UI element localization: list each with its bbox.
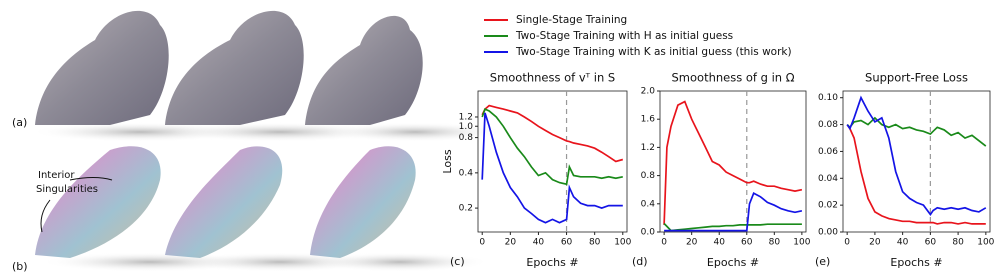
x-tick-label: 0: [479, 238, 485, 248]
y-tick-label: 1.2: [459, 112, 473, 122]
series-line: [846, 95, 987, 216]
x-tick-label: 100: [793, 238, 810, 248]
y-tick-label: 0.10: [818, 93, 838, 103]
y-tick-label: 0.08: [818, 120, 838, 130]
legend-label: Two-Stage Training with H as initial gue…: [515, 30, 733, 42]
x-axis-label: Epochs #: [890, 256, 942, 269]
y-tick-label: 1.0: [459, 122, 474, 132]
x-tick-label: 80: [952, 238, 964, 248]
series-line: [846, 116, 987, 147]
x-tick-label: 60: [561, 238, 573, 248]
legend-label: Two-Stage Training with K as initial gue…: [515, 46, 792, 58]
series-line: [846, 124, 986, 225]
y-tick-label: 1.6: [641, 115, 656, 125]
annotation: Interior: [38, 170, 75, 181]
plot-frame: [842, 90, 991, 233]
chart-title: Smoothness of vᵀ in S: [490, 71, 615, 85]
chart-title: Support-Free Loss: [865, 71, 968, 85]
y-tick-label: 0.8: [459, 133, 474, 143]
series-line: [663, 222, 802, 232]
x-axis-label: Epochs #: [707, 256, 759, 269]
series-line: [481, 104, 624, 163]
panel-label: (e): [815, 255, 830, 268]
panel-label: (b): [12, 260, 28, 273]
series-line: [481, 112, 623, 224]
y-tick-label: 0.04: [818, 174, 838, 184]
annotation: Singularities: [36, 184, 98, 195]
plot-frame: [659, 90, 807, 233]
x-tick-label: 60: [925, 238, 937, 248]
x-tick-label: 60: [741, 238, 753, 248]
y-tick-label: 0.0: [641, 228, 656, 238]
legend-label: Single-Stage Training: [516, 14, 627, 26]
y-tick-label: 0.2: [459, 204, 473, 214]
x-axis-label: Epochs #: [526, 256, 578, 269]
x-tick-label: 20: [505, 238, 517, 248]
x-tick-label: 40: [533, 238, 545, 248]
x-tick-label: 0: [661, 238, 667, 248]
y-tick-label: 0.4: [641, 199, 656, 209]
x-tick-label: 80: [769, 238, 781, 248]
plot-frame: [477, 90, 628, 233]
x-tick-label: 20: [869, 238, 881, 248]
panel-label: (c): [450, 255, 465, 268]
y-tick-label: 0.02: [818, 201, 838, 211]
x-tick-label: 80: [589, 238, 601, 248]
panel-label: (d): [632, 255, 648, 268]
y-tick-label: 0.06: [818, 147, 838, 157]
series-line: [664, 192, 803, 232]
y-tick-label: 0.4: [459, 168, 474, 178]
y-tick-label: 2.0: [641, 87, 656, 97]
x-tick-label: 40: [897, 238, 909, 248]
x-tick-label: 100: [614, 238, 631, 248]
chart-title: Smoothness of g in Ω: [672, 71, 795, 85]
y-axis-label: Loss: [441, 149, 454, 173]
x-tick-label: 40: [713, 238, 725, 248]
y-tick-label: 0.8: [641, 171, 656, 181]
y-tick-label: 0.00: [818, 228, 838, 238]
panel-label: (a): [12, 116, 27, 129]
series-line: [481, 107, 623, 186]
x-tick-label: 100: [977, 238, 994, 248]
y-tick-label: 1.2: [641, 143, 655, 153]
x-tick-label: 0: [844, 238, 850, 248]
x-tick-label: 20: [686, 238, 698, 248]
renders: [30, 10, 505, 272]
series-line: [663, 100, 803, 225]
